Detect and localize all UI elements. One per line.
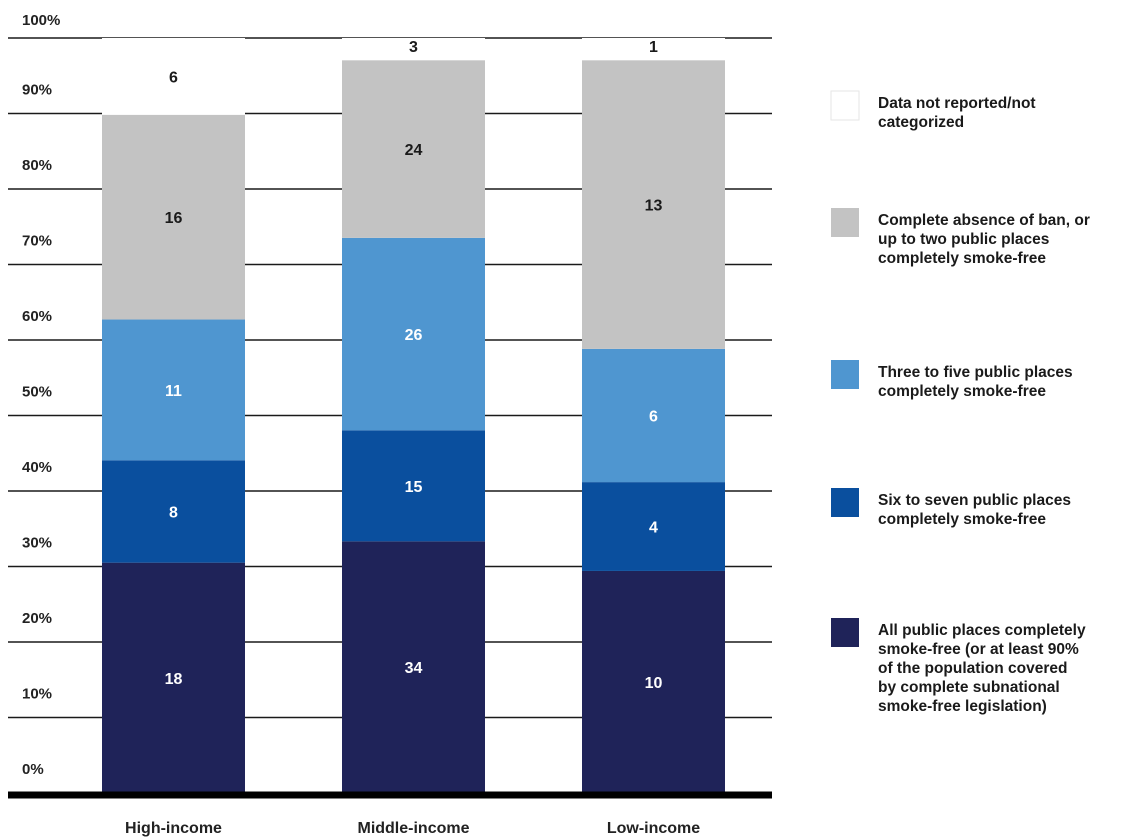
y-tick-label: 10% bbox=[22, 686, 52, 703]
bar-segment bbox=[342, 60, 485, 238]
x-category-label: Middle-income bbox=[357, 820, 469, 837]
bar-segment bbox=[342, 38, 485, 61]
data-label: 26 bbox=[405, 327, 423, 344]
data-label: 10 bbox=[645, 675, 663, 692]
x-category-label: Low-income bbox=[607, 820, 700, 837]
legend-swatch bbox=[830, 90, 860, 121]
y-tick-label: 20% bbox=[22, 610, 52, 627]
bar-segment bbox=[102, 114, 245, 320]
y-tick-label: 80% bbox=[22, 157, 52, 174]
legend-label: Six to seven public places completely smo… bbox=[878, 492, 1071, 528]
legend-label: All public places completely smoke-free (… bbox=[878, 622, 1086, 715]
bar-segment bbox=[582, 38, 725, 61]
data-label: 34 bbox=[405, 660, 423, 677]
bar-segment bbox=[342, 237, 485, 431]
data-label: 4 bbox=[649, 520, 658, 537]
data-label: 24 bbox=[405, 142, 423, 159]
bar-segment bbox=[102, 460, 245, 563]
y-tick-label: 30% bbox=[22, 535, 52, 552]
y-tick-label: 90% bbox=[22, 82, 52, 99]
data-label: 16 bbox=[165, 210, 183, 227]
y-tick-label: 100% bbox=[22, 12, 60, 29]
legend-swatch bbox=[831, 208, 859, 237]
x-axis-category-labels: High-income Middle-income Low-income bbox=[125, 820, 700, 837]
bar-segment bbox=[582, 570, 725, 793]
legend-item: Data not reported/not categorized bbox=[830, 90, 1036, 131]
legend-label: Data not reported/not categorized bbox=[878, 95, 1036, 131]
y-tick-label: 50% bbox=[22, 384, 52, 401]
data-label: 6 bbox=[649, 409, 658, 426]
bars: 18 8 11 16 6 34 15 26 24 3 10 4 6 13 1 bbox=[8, 38, 772, 799]
data-label: 11 bbox=[165, 383, 182, 400]
bar-segment bbox=[102, 319, 245, 461]
legend-swatch bbox=[831, 618, 859, 647]
bar-segment bbox=[342, 430, 485, 542]
legend-label: Complete absence of ban, or up to two pub… bbox=[878, 212, 1090, 267]
data-label: 15 bbox=[405, 479, 423, 496]
data-label: 13 bbox=[645, 198, 663, 215]
data-label: 6 bbox=[169, 69, 178, 86]
legend-swatch bbox=[831, 360, 859, 389]
bar-segment bbox=[342, 541, 485, 793]
y-tick-label: 60% bbox=[22, 308, 52, 325]
bar-segment bbox=[582, 60, 725, 349]
data-label: 18 bbox=[165, 671, 183, 688]
legend-swatch bbox=[831, 488, 859, 517]
legend-item: Three to five public places completely sm… bbox=[831, 360, 1073, 400]
data-label: 8 bbox=[169, 504, 178, 521]
data-label: 1 bbox=[649, 39, 658, 56]
legend-item: All public places completely smoke-free (… bbox=[831, 618, 1086, 715]
bar-segment bbox=[582, 348, 725, 483]
x-category-label: High-income bbox=[125, 820, 222, 837]
y-tick-label: 40% bbox=[22, 459, 52, 476]
legend-item: Six to seven public places completely smo… bbox=[831, 488, 1071, 528]
data-label: 3 bbox=[409, 39, 418, 56]
legend-label: Three to five public places completely sm… bbox=[878, 364, 1073, 400]
y-axis-tick-labels: 0% 10% 20% 30% 40% 50% 60% 70% 80% 90% 100% bbox=[22, 12, 60, 778]
bar-segment bbox=[582, 482, 725, 571]
y-tick-label: 0% bbox=[22, 761, 44, 778]
legend: Data not reported/not categorized Complete… bbox=[830, 90, 1090, 715]
y-tick-label: 70% bbox=[22, 233, 52, 250]
bar-segment bbox=[102, 562, 245, 793]
legend-item: Complete absence of ban, or up to two pub… bbox=[831, 208, 1090, 267]
bar-segment bbox=[102, 38, 245, 115]
